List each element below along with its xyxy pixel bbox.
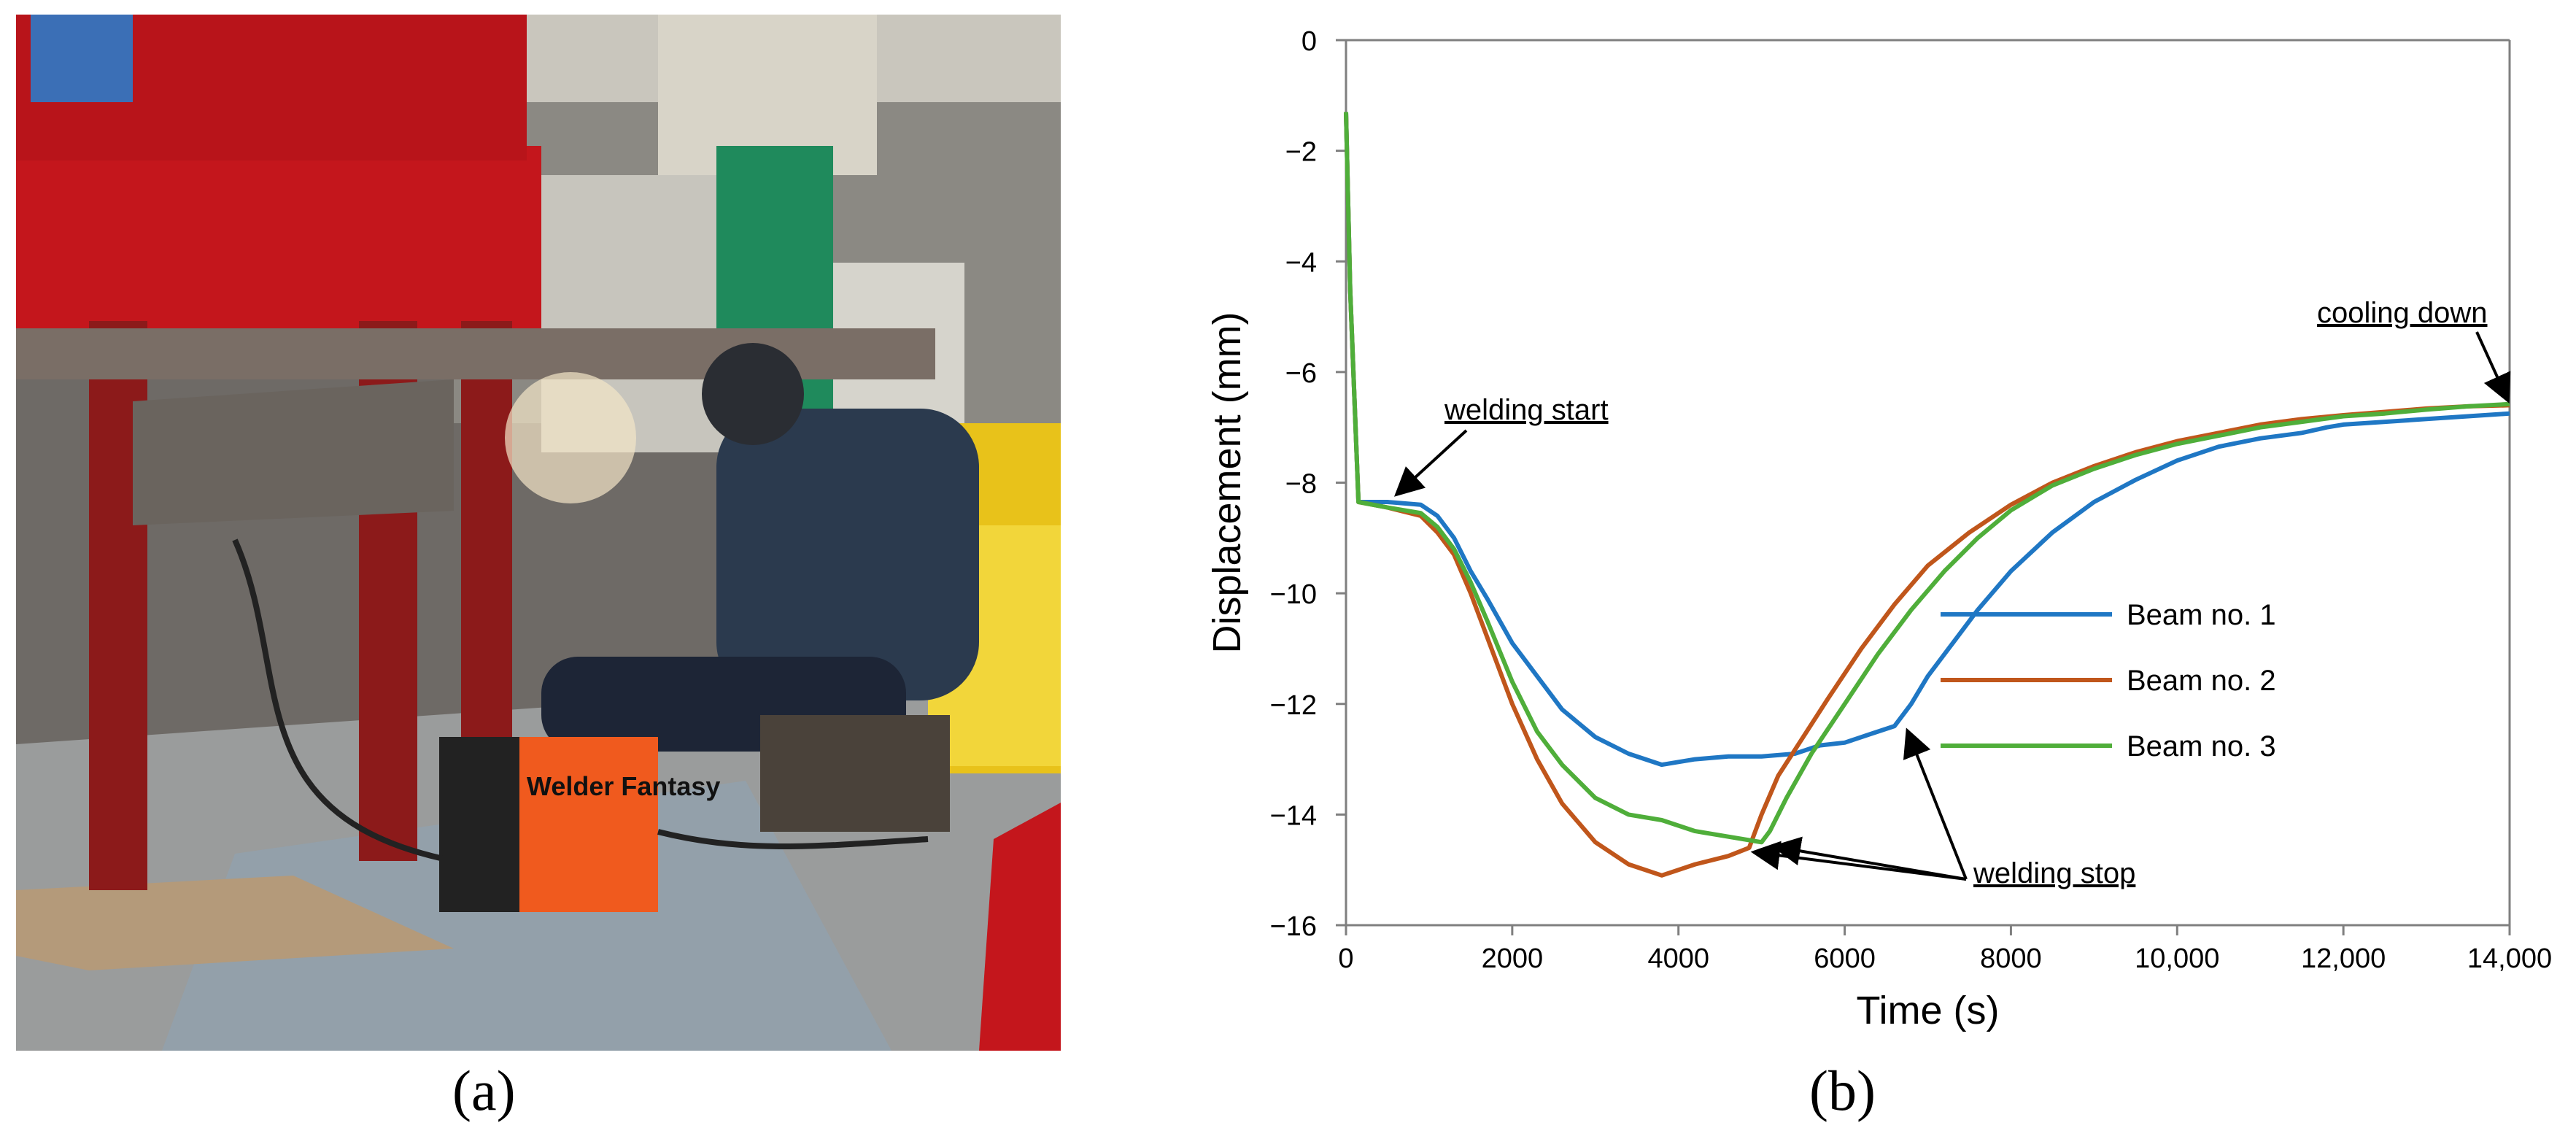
chart-svg: 0 −2 −4 −6 −8 −10 −12 −14 −16 0 2000 4000 6000 8000 10… xyxy=(1205,26,2553,1032)
arrow-welding-stop-3 xyxy=(1750,841,1967,881)
x-tick-label: 6000 xyxy=(1814,943,1876,974)
series-line-3 xyxy=(1344,112,2510,845)
y-tick-label: 0 xyxy=(1301,26,1317,57)
chart-axes: 0 −2 −4 −6 −8 −10 −12 −14 −16 0 2000 4000 6000 8000 10… xyxy=(1270,26,2553,974)
legend-label-1: Beam no. 1 xyxy=(2127,599,2276,631)
legend-label-3: Beam no. 3 xyxy=(2127,730,2276,762)
x-tick-label: 12,000 xyxy=(2301,943,2386,974)
chart-legend: Beam no. 1 Beam no. 2 Beam no. 3 xyxy=(1941,599,2276,762)
y-tick-label: −14 xyxy=(1270,800,1317,831)
y-tick-label: −10 xyxy=(1270,579,1317,610)
x-tick-label: 0 xyxy=(1338,943,1353,974)
welding-photo: Welder Fantasy xyxy=(16,15,1061,1051)
x-tick-label: 10,000 xyxy=(2135,943,2219,974)
y-axis-label: Displacement (mm) xyxy=(1205,312,1249,653)
x-tick-label: 14,000 xyxy=(2467,943,2552,974)
arrow-cooling-down xyxy=(2475,331,2511,404)
y-tick-label: −8 xyxy=(1285,469,1317,500)
caption-a: (a) xyxy=(452,1059,516,1122)
annotation-cooling-down: cooling down xyxy=(2317,297,2488,329)
x-tick-label: 2000 xyxy=(1482,943,1544,974)
annotation-welding-stop: welding stop xyxy=(1973,857,2135,889)
chart-series xyxy=(1344,112,2510,878)
caption-b: (b) xyxy=(1809,1059,1876,1122)
series-line-1 xyxy=(1344,112,2510,768)
x-tick-label: 4000 xyxy=(1647,943,1709,974)
legend-label-2: Beam no. 2 xyxy=(2127,665,2276,697)
annotation-welding-start: welding start xyxy=(1444,394,1609,426)
welding-photo-illustration: Welder Fantasy xyxy=(16,15,1061,1051)
welder-brand-label: Welder Fantasy xyxy=(527,771,720,801)
y-tick-label: −2 xyxy=(1285,137,1317,168)
chart-annotations: welding start cooling down welding stop xyxy=(1394,297,2511,889)
arrow-welding-stop-1 xyxy=(1903,727,1968,880)
y-tick-label: −4 xyxy=(1285,247,1317,278)
y-tick-label: −12 xyxy=(1270,690,1317,721)
y-tick-label: −16 xyxy=(1270,911,1317,942)
displacement-chart: 0 −2 −4 −6 −8 −10 −12 −14 −16 0 2000 4000 6000 8000 10… xyxy=(1094,0,2576,1143)
series-line-2 xyxy=(1344,112,2510,878)
x-axis-label: Time (s) xyxy=(1857,989,2000,1032)
y-tick-label: −6 xyxy=(1285,358,1317,389)
arrow-welding-start xyxy=(1394,429,1468,497)
x-tick-label: 8000 xyxy=(1980,943,2042,974)
